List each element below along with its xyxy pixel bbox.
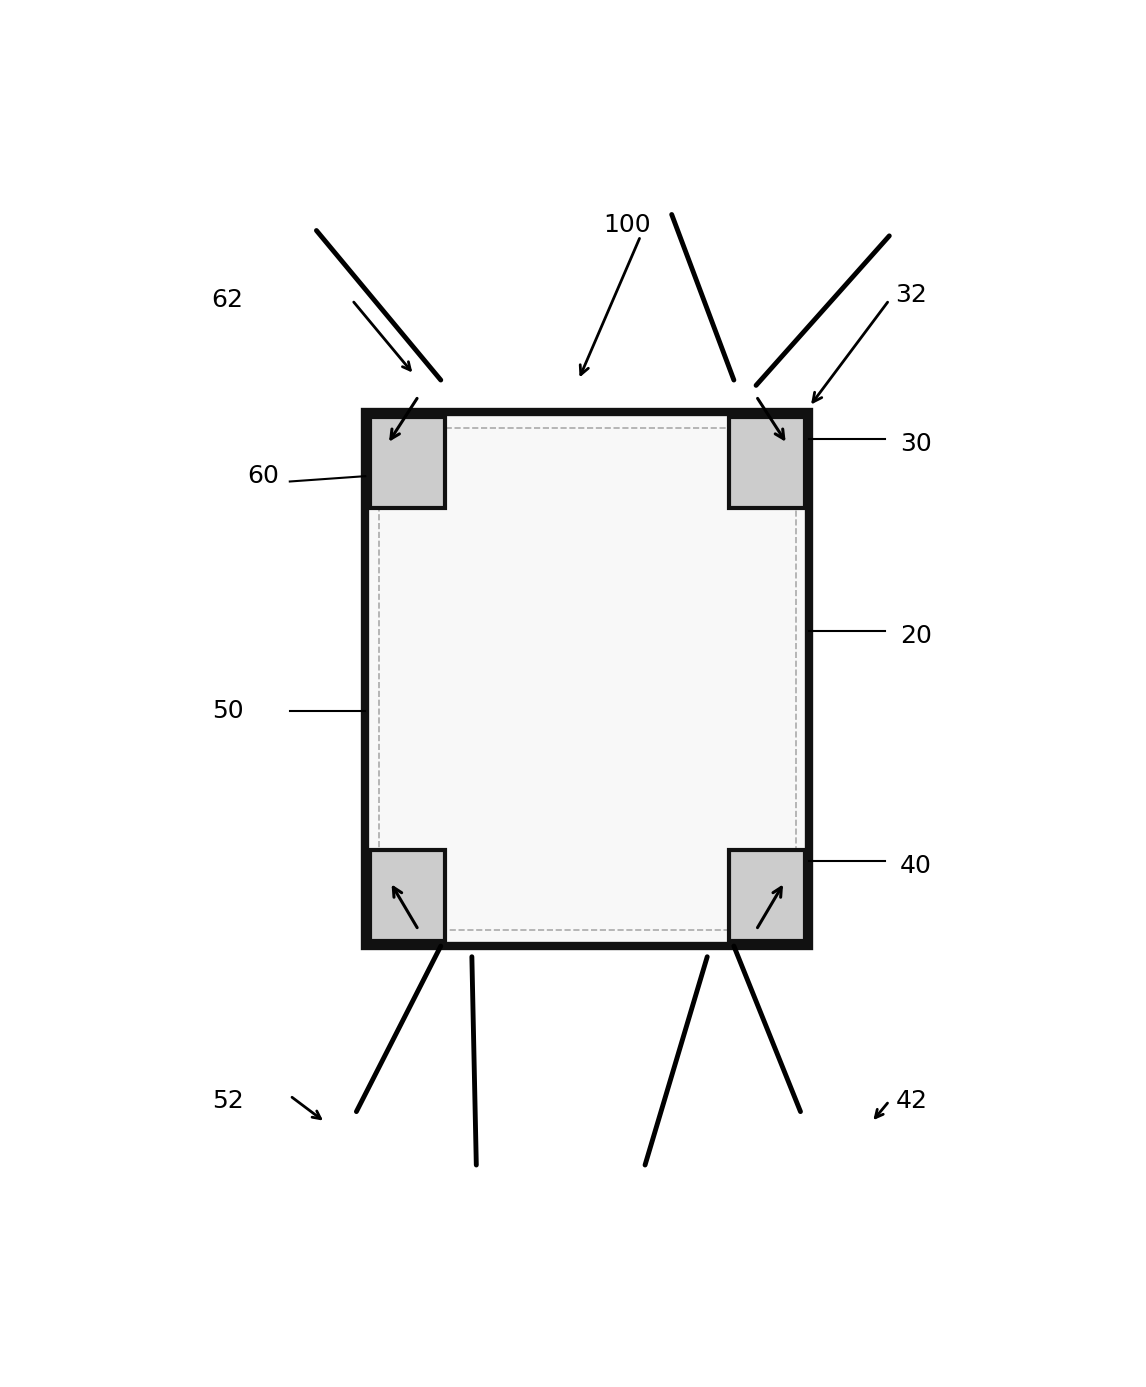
- Text: 50: 50: [212, 699, 243, 723]
- Text: 62: 62: [212, 288, 244, 312]
- Text: 42: 42: [895, 1089, 927, 1112]
- Text: 52: 52: [212, 1089, 243, 1112]
- Bar: [370, 850, 445, 940]
- Text: 100: 100: [604, 214, 651, 237]
- Text: 40: 40: [900, 854, 932, 878]
- Bar: [730, 850, 804, 940]
- Text: 20: 20: [900, 624, 932, 648]
- Text: 30: 30: [900, 433, 932, 456]
- Bar: [366, 412, 809, 946]
- Bar: [370, 417, 445, 508]
- Text: 32: 32: [895, 283, 927, 307]
- Text: 60: 60: [248, 465, 280, 488]
- Bar: [730, 417, 804, 508]
- Bar: [378, 429, 796, 931]
